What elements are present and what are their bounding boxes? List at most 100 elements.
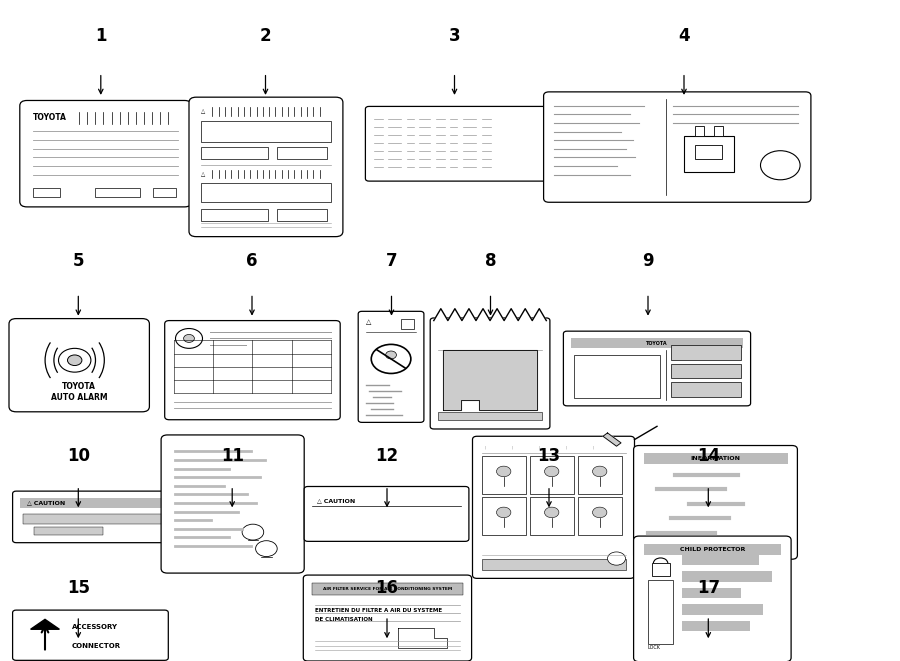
Text: 10: 10 — [67, 447, 90, 465]
Bar — [438, 412, 542, 420]
Circle shape — [608, 552, 625, 565]
Text: CHILD PROTECTOR: CHILD PROTECTOR — [680, 547, 745, 552]
Circle shape — [592, 507, 607, 518]
FancyBboxPatch shape — [9, 319, 149, 412]
Polygon shape — [603, 433, 621, 446]
Circle shape — [760, 151, 800, 180]
Text: AUTO ALARM: AUTO ALARM — [51, 393, 107, 402]
FancyBboxPatch shape — [304, 486, 469, 541]
Bar — [670, 382, 741, 397]
Text: 1: 1 — [95, 27, 106, 46]
Bar — [482, 497, 526, 535]
Bar — [574, 355, 660, 398]
Text: 8: 8 — [485, 252, 496, 270]
FancyBboxPatch shape — [13, 491, 173, 543]
Bar — [400, 319, 414, 329]
Text: 4: 4 — [679, 27, 689, 46]
Text: 7: 7 — [386, 252, 397, 270]
FancyBboxPatch shape — [189, 97, 343, 237]
Bar — [482, 559, 625, 570]
Circle shape — [544, 507, 559, 518]
FancyBboxPatch shape — [365, 106, 548, 181]
Polygon shape — [31, 619, 59, 629]
Circle shape — [497, 466, 511, 477]
Circle shape — [242, 524, 264, 540]
Bar — [695, 145, 722, 159]
Text: ENTRETIEN DU FILTRE A AIR DU SYSTEME: ENTRETIEN DU FILTRE A AIR DU SYSTEME — [315, 607, 442, 613]
Bar — [153, 188, 176, 197]
Text: △ CAUTION: △ CAUTION — [317, 498, 355, 504]
FancyBboxPatch shape — [634, 446, 797, 559]
FancyBboxPatch shape — [13, 610, 168, 660]
Text: △ CAUTION: △ CAUTION — [27, 500, 65, 506]
Bar — [682, 588, 741, 598]
Bar — [201, 147, 268, 159]
FancyBboxPatch shape — [544, 92, 811, 202]
Bar — [684, 136, 734, 172]
FancyBboxPatch shape — [303, 575, 472, 661]
Text: 13: 13 — [537, 447, 561, 465]
Bar — [695, 126, 704, 136]
Text: |: | — [592, 446, 594, 449]
Bar — [648, 580, 673, 644]
Polygon shape — [434, 309, 546, 426]
Text: TOYOTA: TOYOTA — [33, 113, 68, 122]
Text: △: △ — [201, 171, 205, 176]
Bar — [682, 555, 759, 565]
FancyBboxPatch shape — [563, 331, 751, 406]
Bar — [201, 209, 268, 221]
Circle shape — [371, 344, 410, 373]
Bar — [482, 456, 526, 494]
Text: TOYOTA: TOYOTA — [646, 340, 668, 346]
Circle shape — [58, 348, 91, 372]
Bar — [201, 183, 331, 202]
Bar — [578, 456, 622, 494]
Bar — [682, 571, 772, 582]
Text: 16: 16 — [375, 579, 399, 598]
FancyBboxPatch shape — [472, 436, 634, 578]
FancyBboxPatch shape — [161, 435, 304, 573]
Polygon shape — [443, 350, 537, 410]
Circle shape — [592, 466, 607, 477]
Circle shape — [544, 466, 559, 477]
Text: 3: 3 — [449, 27, 460, 46]
Text: TOYOTA: TOYOTA — [62, 382, 96, 391]
Text: DE CLIMATISATION: DE CLIMATISATION — [315, 617, 373, 622]
Bar — [652, 563, 670, 576]
Bar — [714, 126, 723, 136]
Text: △: △ — [201, 108, 205, 113]
FancyBboxPatch shape — [165, 321, 340, 420]
Text: 11: 11 — [220, 447, 244, 465]
FancyBboxPatch shape — [430, 318, 550, 429]
Text: ACCESSORY: ACCESSORY — [72, 624, 118, 631]
Text: 9: 9 — [643, 252, 653, 270]
Text: 2: 2 — [260, 27, 271, 46]
Bar — [312, 583, 463, 595]
FancyBboxPatch shape — [20, 100, 192, 207]
Bar — [670, 345, 741, 360]
Text: LOCK: LOCK — [648, 645, 661, 650]
Bar — [682, 621, 750, 631]
FancyBboxPatch shape — [358, 311, 424, 422]
Bar — [34, 527, 104, 535]
Bar — [277, 209, 327, 221]
Circle shape — [184, 334, 194, 342]
Text: |: | — [484, 446, 486, 449]
FancyBboxPatch shape — [634, 536, 791, 661]
Bar — [682, 604, 763, 615]
Text: AIR FILTER SERVICE FOR AIR CONDITIONING SYSTEM: AIR FILTER SERVICE FOR AIR CONDITIONING … — [323, 587, 452, 591]
Text: 6: 6 — [247, 252, 257, 270]
Text: 12: 12 — [375, 447, 399, 465]
Bar — [644, 453, 788, 464]
Text: 14: 14 — [697, 447, 720, 465]
Text: |: | — [511, 446, 513, 449]
Bar — [670, 364, 741, 378]
Text: △: △ — [366, 319, 372, 325]
Text: 15: 15 — [67, 579, 90, 598]
Text: |: | — [538, 446, 540, 449]
Bar — [277, 147, 327, 159]
Bar — [20, 498, 166, 508]
Bar — [33, 188, 60, 197]
Text: |: | — [565, 446, 567, 449]
Bar — [578, 497, 622, 535]
